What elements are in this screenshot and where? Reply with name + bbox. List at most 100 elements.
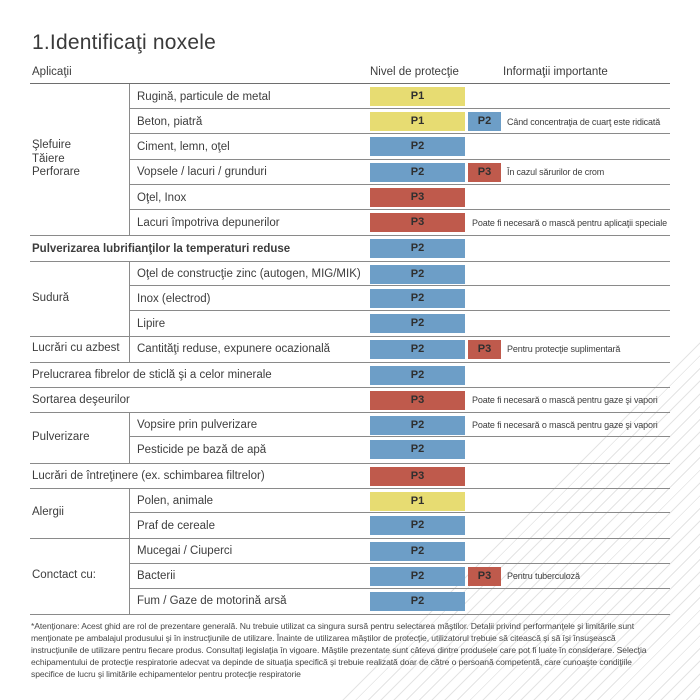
category-cell: Pulverizare <box>32 430 90 443</box>
protection-badge: P2 <box>370 264 465 284</box>
protection-badge: P2 <box>370 288 465 308</box>
note-text: Poate fi necesară o mască pentru gaze şi… <box>472 420 658 431</box>
item-label: Praf de cereale <box>137 519 215 532</box>
category-column-divider <box>129 184 130 211</box>
item-label: Inox (electrod) <box>137 292 211 305</box>
item-label: Beton, piatră <box>137 115 203 128</box>
item-label: Vopsele / lacuri / grunduri <box>137 166 267 179</box>
table-row: Inox (electrod) P2 <box>30 284 670 312</box>
note-text: Când concentraţia de cuarţ este ridicată <box>507 116 661 127</box>
category-column-divider <box>129 134 130 160</box>
table-row: Oţel, Inox P3 <box>30 183 670 211</box>
item-label: Rugină, particule de metal <box>137 90 271 103</box>
protection-badge: P1 <box>370 112 465 132</box>
item-label: Prelucrarea fibrelor de sticlă şi a celo… <box>32 368 272 381</box>
column-header-protection-level: Nivel de protecţie <box>370 66 459 78</box>
category-column-divider <box>129 311 130 337</box>
table-row: Oţel de construcţie zinc (autogen, MIG/M… <box>30 260 670 286</box>
item-label: Pulverizarea lubrifianţilor la temperatu… <box>32 242 291 255</box>
table-row: Praf de cereale P2 <box>30 512 670 539</box>
note-text: În cazul sărurilor de crom <box>507 167 605 178</box>
category-column-divider <box>129 563 130 589</box>
table-row: Pulverizarea lubrifianţilor la temperatu… <box>30 235 670 260</box>
table-row: Sortarea deşeurilor P3 Poate fi necesară o… <box>30 386 670 412</box>
category-cell: Sudură <box>32 291 70 304</box>
protection-badge: P3 <box>370 187 465 207</box>
category-column-divider <box>129 488 130 514</box>
protection-badge: P2 <box>370 566 465 586</box>
category-column-divider <box>129 539 130 564</box>
protection-badge: P1 <box>370 491 465 511</box>
note-text: Pentru protecţie suplimentară <box>507 344 621 355</box>
table-row: Lucrări de întreţinere (ex. schimbarea f… <box>30 462 670 488</box>
table-row: Cantităţi reduse, expunere ocazională P2 P… <box>30 336 670 362</box>
category-cell: Conctact cu: <box>32 569 96 582</box>
note-text: Poate fi necesară o mască pentru aplicaţ… <box>472 217 667 228</box>
category-column-divider <box>129 337 130 362</box>
protection-badge: P2 <box>370 440 465 460</box>
secondary-protection-badge: P3 <box>468 340 501 360</box>
table-row: Bacterii P2 P3 Pentru tuberculoză <box>30 562 670 589</box>
protection-badge: P1 <box>370 87 465 106</box>
table-row: Ciment, lemn, oţel P2 <box>30 133 670 160</box>
table-row: Pesticide pe bază de apă P2 <box>30 436 670 463</box>
page-title: 1.Identificaţi noxele <box>32 31 216 54</box>
secondary-protection-badge: P3 <box>468 566 501 586</box>
item-label: Bacterii <box>137 570 176 583</box>
item-label: Pesticide pe bază de apă <box>137 443 267 456</box>
note-text: Pentru tuberculoză <box>507 571 580 582</box>
table-row: Polen, animale P1 <box>30 487 670 514</box>
protection-badge: P3 <box>370 466 465 486</box>
category-cell: Şlefuire Tăiere Perforare <box>32 139 80 179</box>
header-divider-line <box>30 83 670 84</box>
table-row: Lipire P2 <box>30 310 670 337</box>
note-text: Poate fi necesară o mască pentru gaze şi… <box>472 394 658 405</box>
category-cell: Lucrări cu azbest <box>32 342 120 355</box>
category-column-divider <box>129 109 130 135</box>
item-label: Lipire <box>137 317 166 330</box>
protection-badge: P2 <box>370 416 465 436</box>
protection-badge: P2 <box>370 516 465 536</box>
item-label: Polen, animale <box>137 494 214 507</box>
table-row: Rugină, particule de metal P1 <box>30 84 670 110</box>
table-row: Mucegai / Ciuperci P2 <box>30 538 670 564</box>
category-column-divider <box>129 588 130 614</box>
item-label: Lucrări de întreţinere (ex. schimbarea f… <box>32 469 265 482</box>
protection-badge: P2 <box>370 365 465 385</box>
item-label: Fum / Gaze de motorină arsă <box>137 595 287 608</box>
table-row: Lacuri împotriva depunerilor P3 Poate fi n… <box>30 209 670 236</box>
column-header-applications: Aplicaţii <box>32 66 72 78</box>
category-column-divider <box>129 413 130 438</box>
protection-badge: P2 <box>370 542 465 562</box>
secondary-protection-badge: P2 <box>468 112 501 132</box>
disclaimer-footnote: *Atenţionare: Acest ghid are rol de prez… <box>31 621 647 679</box>
category-column-divider <box>129 285 130 312</box>
item-label: Lacuri împotriva depunerilor <box>137 216 280 229</box>
hazard-table: Rugină, particule de metal P1 Şlefuire Tăi… <box>30 84 670 615</box>
item-label: Oţel, Inox <box>137 191 187 204</box>
category-column-divider <box>129 437 130 463</box>
protection-badge: P2 <box>370 591 465 611</box>
category-column-divider <box>129 513 130 539</box>
item-label: Ciment, lemn, oţel <box>137 141 230 154</box>
table-row: Beton, piatră P1 P2 Când concentraţia de cu… <box>30 108 670 135</box>
category-cell: Alergii <box>32 506 64 519</box>
table-row: Vopsire prin pulverizare P2 Poate fi neces… <box>30 412 670 438</box>
column-header-important-info: Informaţii importante <box>503 66 608 78</box>
protection-badge: P3 <box>370 213 465 233</box>
category-column-divider <box>129 261 130 286</box>
protection-badge: P2 <box>370 137 465 157</box>
protection-badge: P2 <box>370 340 465 360</box>
item-label: Sortarea deşeurilor <box>32 393 130 406</box>
table-row: Prelucrarea fibrelor de sticlă şi a celo… <box>30 361 670 387</box>
item-label: Vopsire prin pulverizare <box>137 419 258 432</box>
table-row: Vopsele / lacuri / grunduri P2 P3 În cazul … <box>30 158 670 185</box>
protection-badge: P2 <box>370 162 465 182</box>
protection-badge: P2 <box>370 314 465 334</box>
item-label: Oţel de construcţie zinc (autogen, MIG/M… <box>137 267 361 280</box>
protection-badge: P2 <box>370 239 465 259</box>
category-column-divider <box>129 210 130 236</box>
table-row: Fum / Gaze de motorină arsă P2 <box>30 587 670 614</box>
